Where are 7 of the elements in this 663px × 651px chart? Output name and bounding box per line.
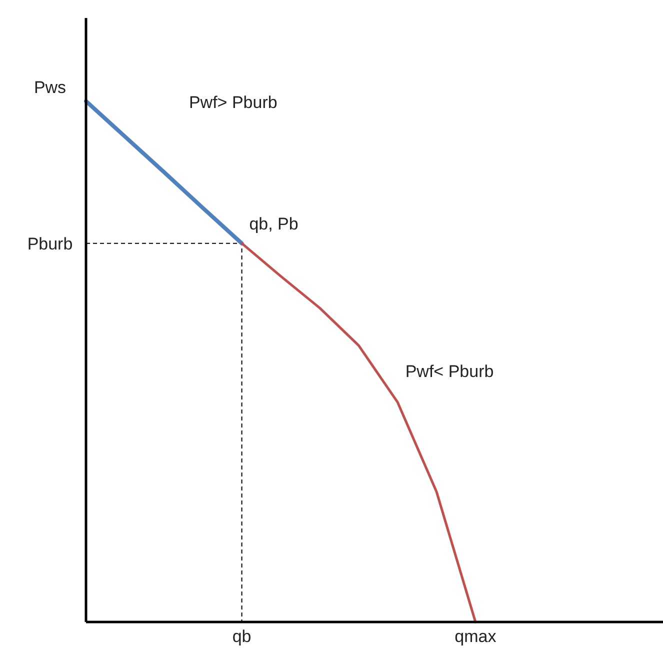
text: qmax bbox=[454, 627, 497, 646]
annotation: Pwf> Pburb bbox=[188, 92, 278, 112]
ref-line-label: Pburb bbox=[27, 234, 73, 254]
annotation: qb, Pb bbox=[249, 214, 298, 234]
text: Pws bbox=[34, 78, 66, 98]
annotation: Pwf< Pburb bbox=[405, 362, 494, 382]
text: qb bbox=[232, 627, 252, 646]
